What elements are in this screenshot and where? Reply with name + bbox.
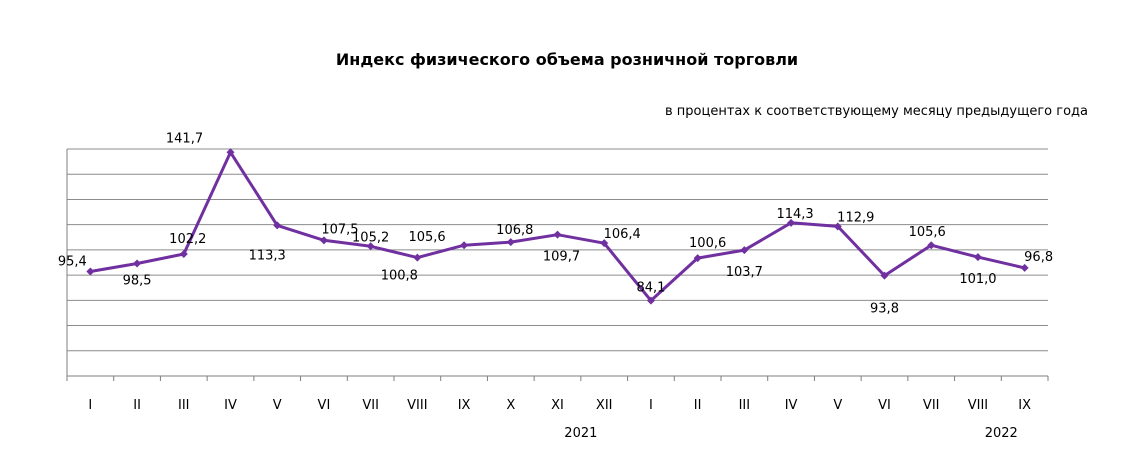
data-label: 100,8 [381, 269, 418, 284]
year-label: 2021 [564, 426, 597, 441]
data-point [973, 253, 982, 262]
data-label: 101,0 [959, 272, 996, 287]
data-label: 112,9 [837, 210, 874, 225]
x-tick-label: III [178, 398, 190, 413]
data-point [226, 148, 235, 157]
x-tick-label: I [649, 398, 653, 413]
data-label: 107,5 [321, 222, 358, 237]
data-point [86, 267, 95, 276]
x-tick-label: VII [362, 398, 379, 413]
data-point [1020, 263, 1029, 272]
data-point [413, 253, 422, 262]
x-tick-label: II [133, 398, 141, 413]
x-tick-label: III [739, 398, 751, 413]
year-label: 2022 [985, 426, 1018, 441]
x-tick-label: I [88, 398, 92, 413]
x-tick-label: V [273, 398, 282, 413]
data-label: 98,5 [123, 274, 152, 289]
data-point [693, 254, 702, 263]
x-tick-label: IX [458, 398, 471, 413]
data-point [600, 239, 609, 248]
data-label: 84,1 [636, 281, 665, 296]
x-tick-label: VI [318, 398, 331, 413]
data-point [460, 241, 469, 250]
data-label: 105,2 [352, 230, 389, 245]
data-label: 96,8 [1024, 250, 1053, 265]
data-point [927, 241, 936, 250]
data-label: 106,8 [496, 223, 533, 238]
data-point [133, 259, 142, 268]
x-tick-label: XII [596, 398, 613, 413]
data-point [273, 221, 282, 230]
x-tick-label: II [694, 398, 702, 413]
x-tick-label: VII [923, 398, 940, 413]
x-tick-label: VIII [407, 398, 427, 413]
data-label: 114,3 [776, 207, 813, 222]
data-point [740, 246, 749, 255]
data-label: 93,8 [870, 302, 899, 317]
chart-subtitle: в процентах к соответствующему месяцу пр… [665, 104, 1088, 119]
data-label: 102,2 [169, 232, 206, 247]
x-tick-label: IV [785, 398, 798, 413]
x-tick-label: V [833, 398, 842, 413]
data-point [319, 236, 328, 245]
data-label: 141,7 [166, 131, 203, 146]
data-label: 103,7 [726, 265, 763, 280]
data-point [366, 242, 375, 251]
x-tick-label: VIII [968, 398, 988, 413]
data-label: 100,6 [689, 236, 726, 251]
data-point [506, 238, 515, 247]
x-tick-label: XI [551, 398, 564, 413]
chart-title: Индекс физического объема розничной торг… [335, 50, 799, 69]
data-point [646, 296, 655, 305]
data-point [179, 249, 188, 258]
data-label: 105,6 [909, 225, 946, 240]
data-point [833, 222, 842, 231]
data-label: 106,4 [604, 227, 641, 242]
data-label: 105,6 [408, 230, 445, 245]
x-tick-label: IV [224, 398, 237, 413]
data-point [880, 271, 889, 280]
data-label: 95,4 [58, 255, 87, 270]
data-label: 109,7 [543, 250, 580, 265]
data-point [787, 218, 796, 227]
x-tick-label: IX [1018, 398, 1031, 413]
data-point [553, 230, 562, 239]
x-tick-label: VI [878, 398, 891, 413]
data-label: 113,3 [249, 248, 286, 263]
x-tick-label: X [506, 398, 515, 413]
